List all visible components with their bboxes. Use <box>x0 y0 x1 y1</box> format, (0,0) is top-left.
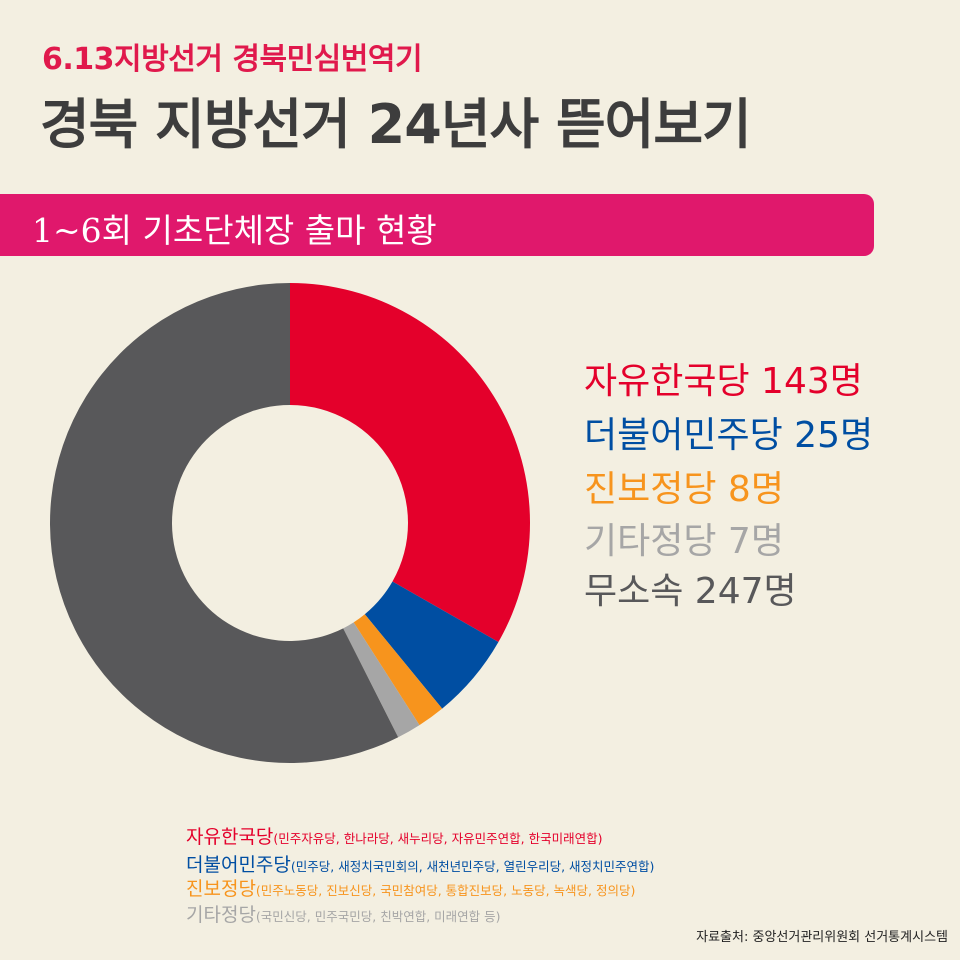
note-party: 기타정당 <box>186 904 256 926</box>
donut-slice-4 <box>50 283 399 763</box>
source-note: 자료출처: 중앙선거관리위원회 선거통계시스템 <box>696 930 948 945</box>
legend-item-progressive: 진보정당 8명 <box>584 469 784 510</box>
legend-item-independent: 무소속 247명 <box>584 571 797 612</box>
section-title: 1~6회 기초단체장 출마 현황 <box>32 211 437 250</box>
section-banner: 1~6회 기초단체장 출마 현황 <box>0 194 874 256</box>
donut-slice-1 <box>364 581 499 709</box>
note-party: 자유한국당 <box>186 826 274 848</box>
note-detail: (민주당, 새정치국민회의, 새천년민주당, 열린우리당, 새정치민주연합) <box>290 859 655 874</box>
note-detail: (국민신당, 민주국민당, 친박연합, 미래연합 등) <box>255 909 501 924</box>
donut-slice-2 <box>353 614 443 726</box>
donut-slice-0 <box>290 283 530 642</box>
note-detail: (민주자유당, 한나라당, 새누리당, 자유민주연합, 한국미래연합) <box>273 831 603 846</box>
donut-slice-3 <box>343 622 420 738</box>
donut-chart <box>50 283 530 763</box>
legend-item-democratic: 더불어민주당 25명 <box>584 415 874 456</box>
subtitle: 6.13지방선거 경북민심번역기 <box>42 42 423 77</box>
note-other: 기타정당(국민신당, 민주국민당, 친박연합, 미래연합 등) <box>186 900 501 927</box>
note-party: 진보정당 <box>186 878 256 900</box>
note-progressive: 진보정당(민주노동당, 진보신당, 국민참여당, 통합진보당, 노동당, 녹색당… <box>186 874 635 901</box>
note-detail: (민주노동당, 진보신당, 국민참여당, 통합진보당, 노동당, 녹색당, 정의… <box>255 883 636 898</box>
legend-item-liberty-korea: 자유한국당 143명 <box>584 361 863 402</box>
note-democratic: 더불어민주당(민주당, 새정치국민회의, 새천년민주당, 열린우리당, 새정치민… <box>186 850 654 877</box>
note-liberty-korea: 자유한국당(민주자유당, 한나라당, 새누리당, 자유민주연합, 한국미래연합) <box>186 822 602 849</box>
page-title: 경북 지방선거 24년사 뜯어보기 <box>40 93 752 156</box>
legend-item-other: 기타정당 7명 <box>584 521 784 562</box>
note-party: 더불어민주당 <box>186 854 291 876</box>
